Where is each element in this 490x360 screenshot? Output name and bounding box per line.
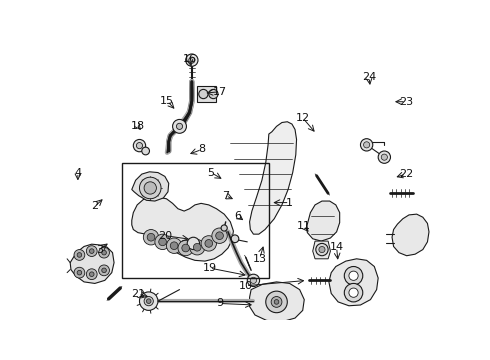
Circle shape — [199, 89, 208, 99]
Text: 6: 6 — [235, 211, 242, 221]
Text: 8: 8 — [198, 144, 205, 154]
Text: 16: 16 — [182, 54, 196, 64]
Circle shape — [98, 265, 109, 276]
Polygon shape — [392, 214, 429, 256]
Text: 21: 21 — [131, 289, 145, 299]
Circle shape — [133, 139, 146, 152]
Circle shape — [381, 154, 388, 160]
Circle shape — [167, 238, 182, 253]
Circle shape — [86, 269, 97, 280]
Text: 10: 10 — [239, 281, 253, 291]
Circle shape — [194, 243, 201, 251]
Circle shape — [89, 272, 94, 276]
Circle shape — [364, 142, 369, 148]
Circle shape — [266, 291, 287, 313]
Circle shape — [147, 233, 155, 241]
Polygon shape — [313, 241, 330, 259]
Circle shape — [140, 177, 161, 199]
Polygon shape — [329, 259, 378, 306]
Text: 7: 7 — [222, 191, 229, 201]
Circle shape — [247, 274, 260, 287]
Circle shape — [77, 253, 82, 257]
Polygon shape — [132, 172, 169, 201]
Circle shape — [102, 268, 106, 273]
Text: 2: 2 — [91, 202, 98, 211]
Text: 20: 20 — [159, 231, 172, 241]
Circle shape — [201, 236, 217, 251]
Circle shape — [344, 266, 363, 285]
Text: 17: 17 — [213, 87, 227, 97]
Circle shape — [159, 238, 167, 246]
Polygon shape — [70, 244, 114, 283]
Circle shape — [74, 249, 85, 260]
Circle shape — [155, 234, 171, 249]
Circle shape — [144, 297, 153, 306]
Text: 14: 14 — [330, 242, 343, 252]
Circle shape — [231, 235, 239, 243]
Text: 4: 4 — [74, 167, 81, 177]
Polygon shape — [307, 201, 340, 241]
Text: 3: 3 — [96, 244, 103, 255]
Circle shape — [172, 120, 187, 133]
Circle shape — [349, 288, 358, 297]
Circle shape — [176, 123, 183, 130]
Text: 13: 13 — [253, 254, 267, 264]
Polygon shape — [132, 197, 233, 261]
Bar — [197, 86, 217, 103]
Circle shape — [144, 230, 159, 245]
Text: 22: 22 — [399, 169, 413, 179]
Circle shape — [186, 54, 198, 66]
Circle shape — [142, 147, 149, 155]
Bar — [122, 163, 269, 278]
Text: 5: 5 — [208, 167, 215, 177]
Circle shape — [349, 271, 358, 280]
Circle shape — [316, 243, 328, 256]
Circle shape — [344, 283, 363, 302]
Circle shape — [274, 300, 279, 304]
Circle shape — [86, 246, 97, 256]
Text: 9: 9 — [216, 298, 223, 309]
Polygon shape — [249, 282, 304, 322]
Circle shape — [378, 151, 391, 163]
Text: 12: 12 — [295, 113, 310, 123]
Circle shape — [182, 244, 190, 252]
Text: 19: 19 — [202, 263, 217, 273]
Circle shape — [209, 89, 218, 99]
Circle shape — [74, 267, 85, 278]
Circle shape — [212, 228, 227, 243]
Circle shape — [102, 250, 106, 255]
Circle shape — [144, 182, 156, 194]
Circle shape — [216, 232, 223, 239]
Text: 24: 24 — [362, 72, 376, 82]
Circle shape — [89, 249, 94, 253]
Circle shape — [250, 277, 257, 283]
Circle shape — [140, 292, 158, 310]
Circle shape — [187, 237, 199, 249]
Circle shape — [178, 240, 194, 256]
Text: 11: 11 — [296, 221, 311, 231]
Circle shape — [77, 270, 82, 275]
Circle shape — [171, 242, 178, 249]
Circle shape — [319, 247, 325, 253]
Circle shape — [147, 299, 151, 303]
Circle shape — [361, 139, 373, 151]
Text: 1: 1 — [286, 198, 293, 208]
Text: 15: 15 — [160, 96, 174, 106]
Circle shape — [221, 225, 227, 231]
Text: 18: 18 — [131, 121, 145, 131]
Polygon shape — [249, 122, 296, 234]
Circle shape — [189, 57, 195, 63]
Circle shape — [136, 143, 143, 149]
Text: 23: 23 — [399, 97, 413, 107]
Circle shape — [190, 239, 205, 255]
Circle shape — [98, 247, 109, 258]
Ellipse shape — [195, 238, 210, 246]
Circle shape — [271, 297, 282, 307]
Circle shape — [205, 239, 213, 247]
